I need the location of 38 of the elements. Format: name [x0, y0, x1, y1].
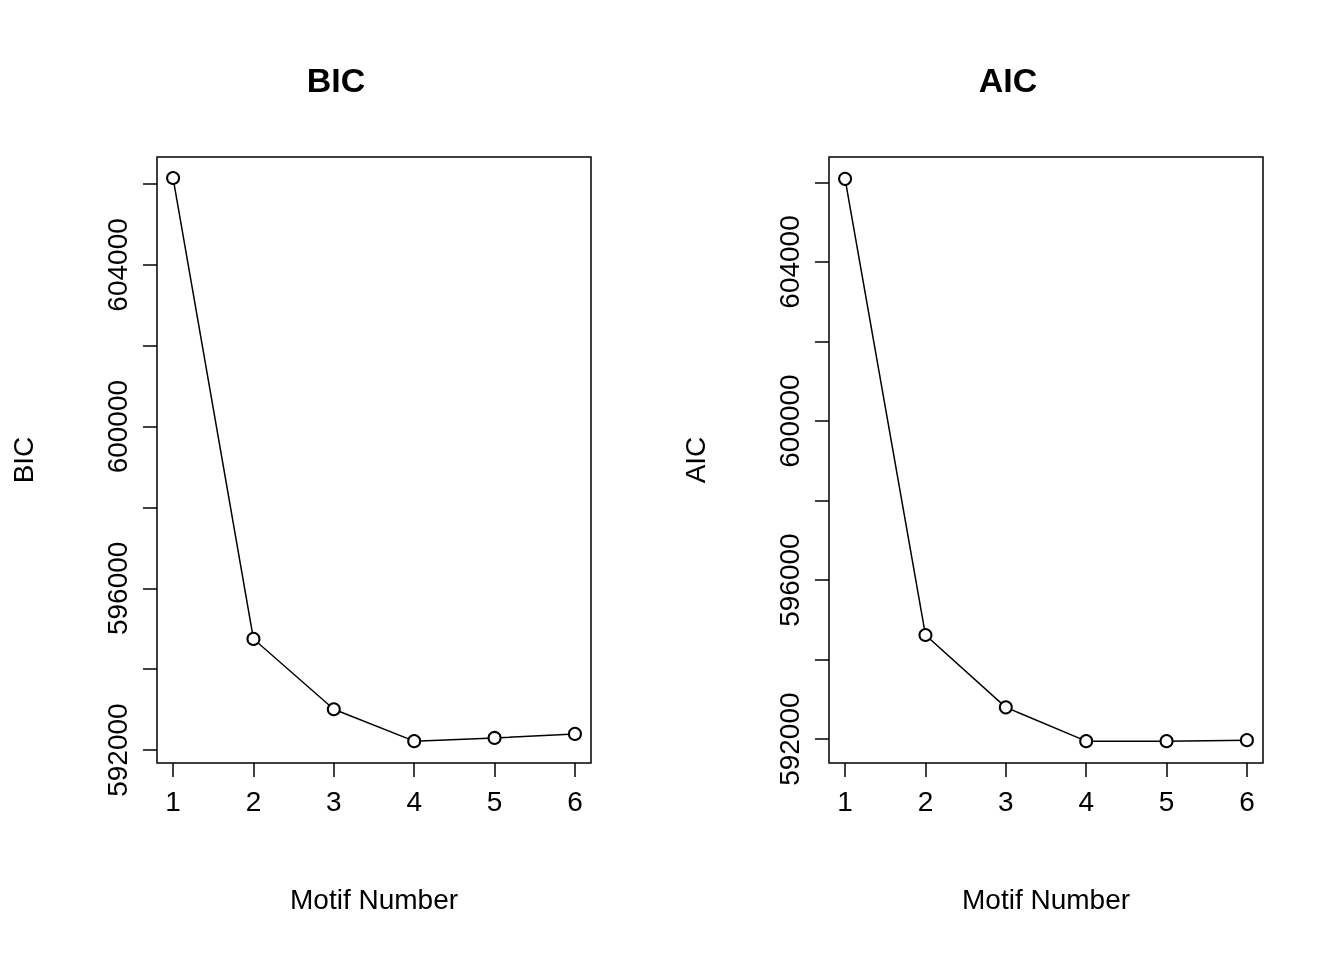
x-tick-label: 2 — [917, 785, 934, 817]
point — [1079, 734, 1094, 749]
point — [567, 726, 582, 741]
y-tick-label: 600000 — [773, 374, 805, 468]
y-tick-label: 604000 — [101, 218, 133, 312]
chart-title: AIC — [978, 61, 1038, 99]
x-axis-title: Motif Number — [289, 883, 459, 915]
point — [918, 627, 933, 642]
y-tick-label: 592000 — [101, 703, 133, 797]
x-tick-label: 4 — [1078, 785, 1094, 817]
x-tick-label: 6 — [1239, 785, 1255, 817]
x-tick-label: 4 — [406, 785, 422, 817]
point — [166, 171, 181, 186]
x-tick-label: 1 — [837, 785, 853, 817]
point — [998, 700, 1013, 715]
y-axis-title: BIC — [7, 436, 39, 484]
y-tick-label: 596000 — [101, 541, 133, 636]
y-tick-label: 592000 — [773, 692, 805, 786]
x-axis-title: Motif Number — [961, 883, 1131, 915]
x-tick-label: 2 — [245, 785, 262, 817]
x-tick-label: 5 — [486, 785, 503, 817]
y-tick-label: 596000 — [773, 533, 805, 627]
x-tick-label: 3 — [998, 785, 1014, 817]
point — [1159, 734, 1174, 749]
x-tick-label: 3 — [326, 785, 342, 817]
point — [246, 631, 261, 646]
x-tick-label: 5 — [1158, 785, 1175, 817]
y-tick-label: 600000 — [101, 379, 133, 474]
x-tick-label: 6 — [567, 785, 583, 817]
point — [838, 171, 853, 186]
y-axis-title: AIC — [679, 436, 711, 484]
point — [407, 734, 422, 749]
point — [1239, 733, 1254, 748]
point — [326, 702, 341, 717]
x-tick-label: 1 — [165, 785, 181, 817]
chart-title: BIC — [306, 61, 366, 99]
y-tick-label: 604000 — [773, 215, 805, 309]
point — [487, 730, 502, 745]
